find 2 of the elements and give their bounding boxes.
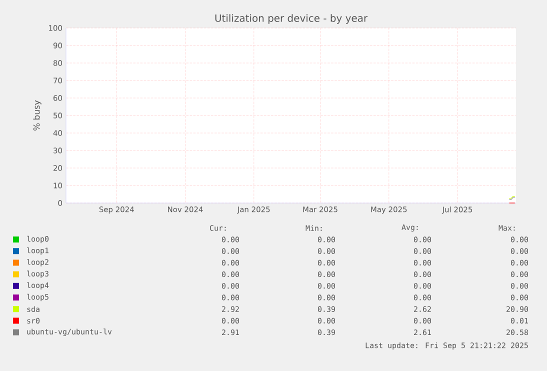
chart-title: Utilization per device - by year [215, 14, 368, 24]
y-axis-title: % busy [33, 100, 42, 130]
